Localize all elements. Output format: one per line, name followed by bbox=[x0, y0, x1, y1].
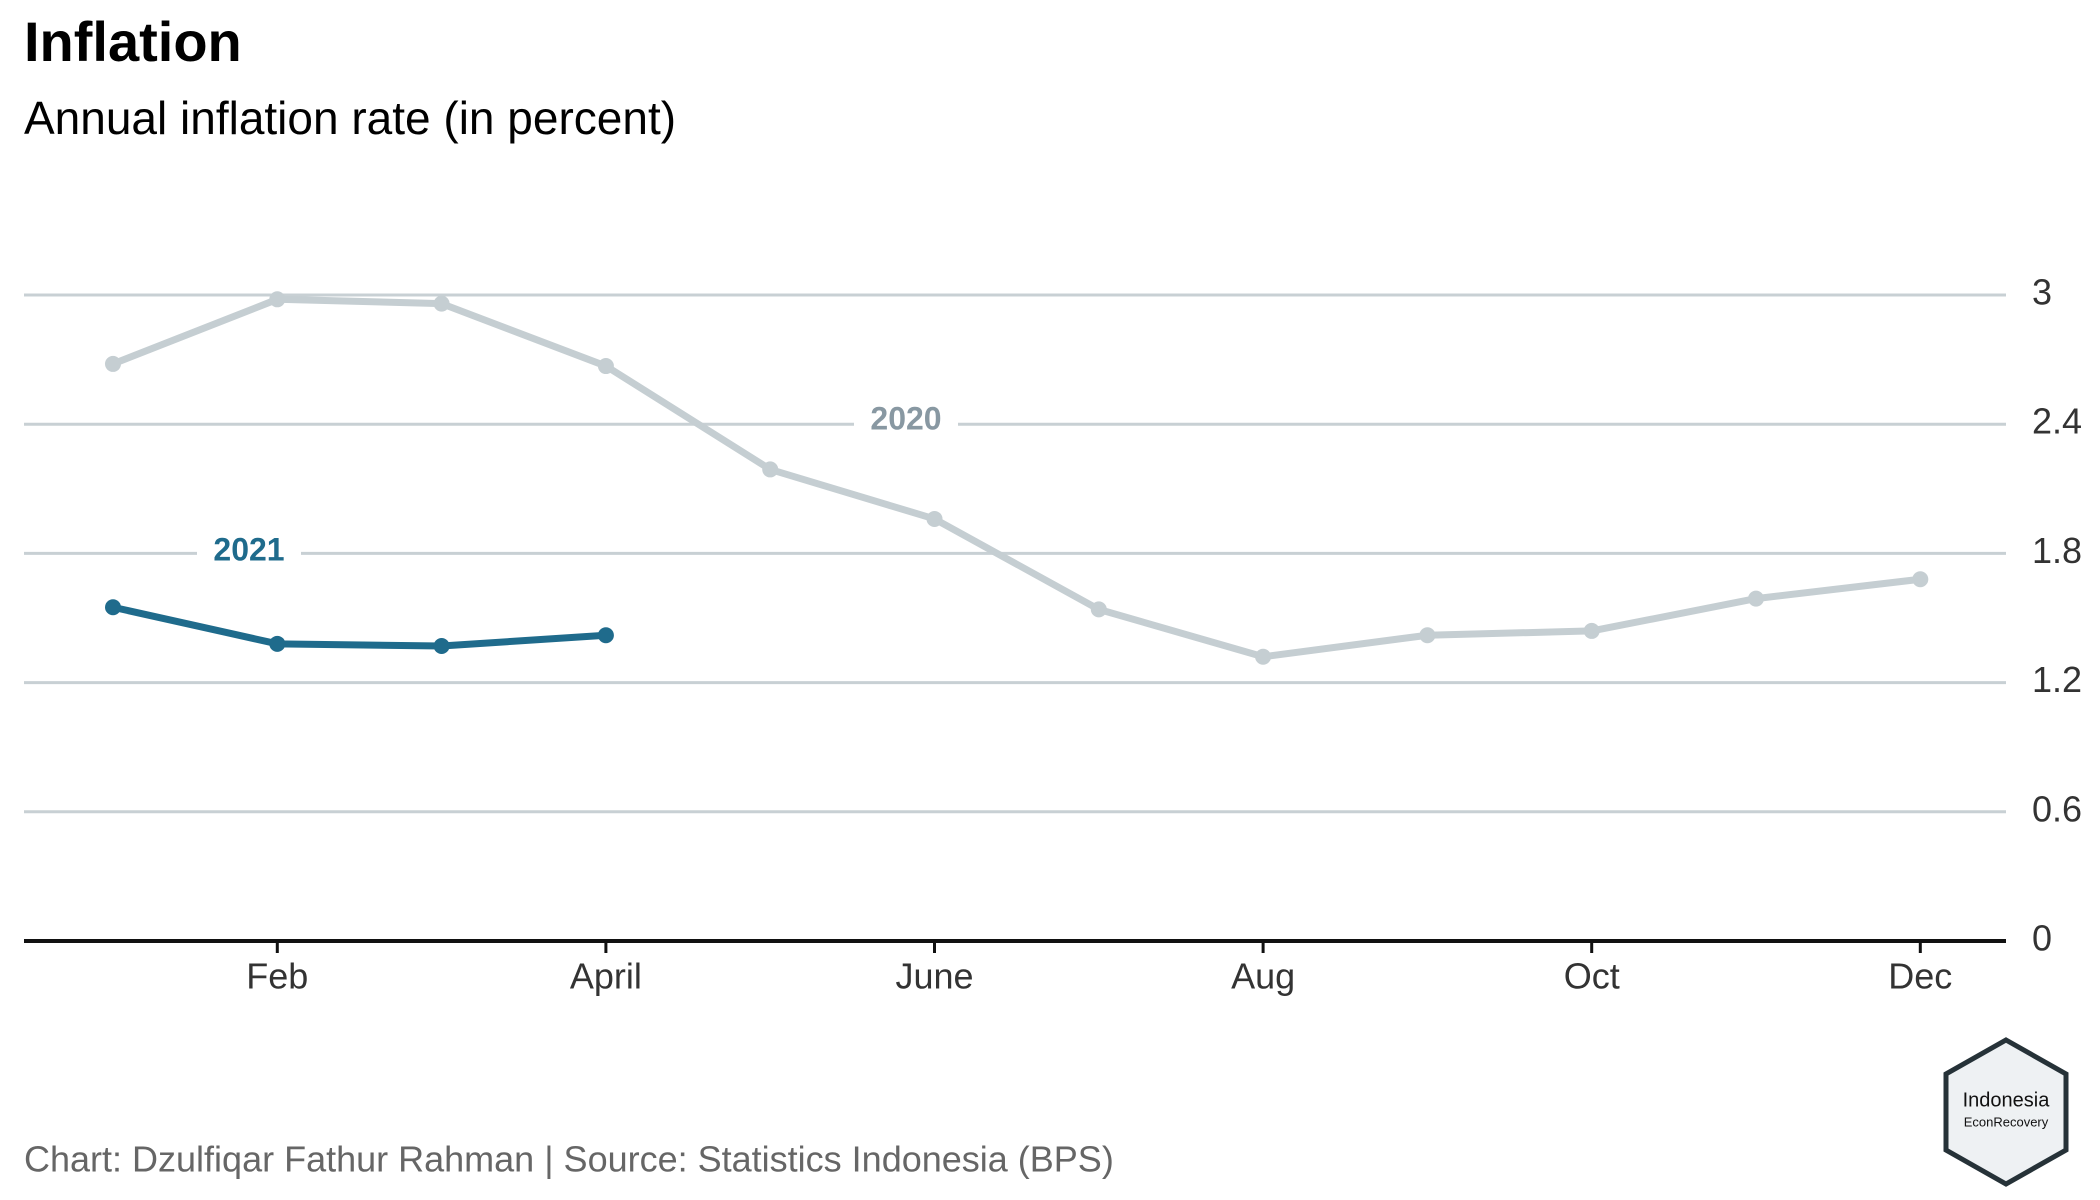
data-point bbox=[1912, 571, 1929, 588]
series-label: 2021 bbox=[213, 531, 284, 567]
label-background bbox=[197, 530, 301, 574]
data-point bbox=[1748, 590, 1764, 607]
series-label: 2020 bbox=[870, 400, 941, 436]
data-point bbox=[597, 358, 614, 375]
logo: Indonesia EconRecovery bbox=[1943, 1037, 2069, 1187]
x-tick-label: April bbox=[570, 956, 642, 997]
y-tick-label: 3 bbox=[2032, 272, 2052, 313]
logo-hexagon bbox=[1943, 1037, 2069, 1187]
data-point bbox=[762, 461, 779, 478]
y-tick-label: 1.2 bbox=[2032, 659, 2082, 700]
data-point bbox=[105, 355, 121, 372]
data-point bbox=[269, 291, 286, 308]
logo-text: EconRecovery bbox=[1964, 1114, 2049, 1129]
y-tick-label: 1.8 bbox=[2032, 530, 2082, 571]
logo-text: Indonesia bbox=[1963, 1089, 2051, 1111]
data-point bbox=[105, 599, 121, 616]
x-tick-label: Dec bbox=[1888, 956, 1952, 997]
data-point bbox=[597, 627, 614, 644]
data-point bbox=[926, 510, 943, 527]
data-point bbox=[1419, 627, 1436, 644]
series-line bbox=[111, 295, 1921, 661]
chart-subtitle: Annual inflation rate (in percent) bbox=[24, 92, 676, 144]
data-point bbox=[433, 295, 450, 312]
label-background bbox=[854, 399, 958, 443]
data-point bbox=[1090, 601, 1107, 618]
caption: Chart: Dzulfiqar Fathur Rahman | Source:… bbox=[24, 1139, 1114, 1180]
data-point bbox=[433, 637, 450, 654]
chart-title: Inflation bbox=[24, 10, 242, 73]
x-tick-label: Feb bbox=[246, 956, 308, 997]
y-tick-label: 0 bbox=[2032, 918, 2052, 959]
x-tick-label: Oct bbox=[1564, 956, 1620, 997]
y-tick-label: 2.4 bbox=[2032, 401, 2082, 442]
x-tick-label: June bbox=[895, 956, 973, 997]
data-point bbox=[269, 635, 286, 652]
x-tick-label: Aug bbox=[1231, 956, 1295, 997]
y-tick-label: 0.6 bbox=[2032, 788, 2082, 829]
data-point bbox=[1583, 622, 1600, 639]
series-line bbox=[112, 603, 607, 650]
data-point bbox=[1255, 648, 1272, 665]
